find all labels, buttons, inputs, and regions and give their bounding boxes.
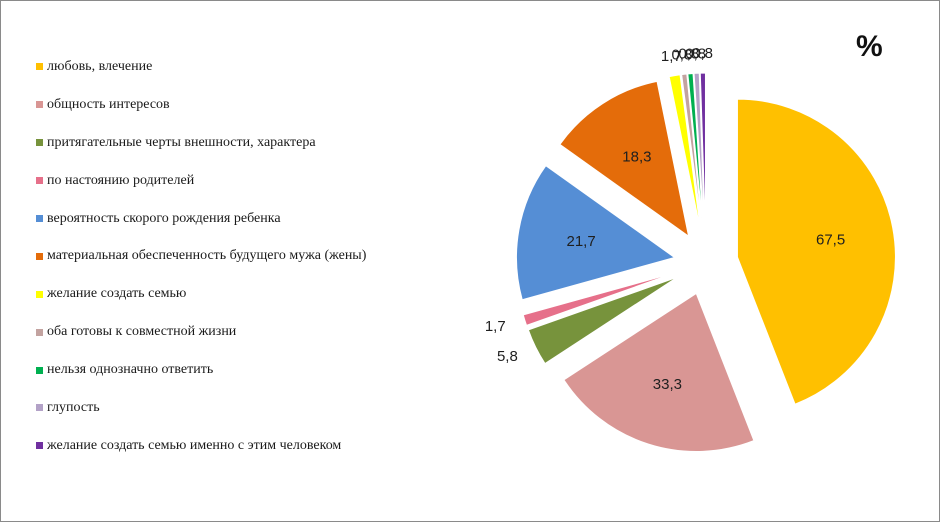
- legend-swatch: [36, 328, 43, 336]
- legend-swatch: [36, 290, 43, 298]
- data-label: 5,8: [497, 348, 518, 365]
- legend-swatch: [36, 215, 43, 222]
- legend-item: оба готовы к совместной жизни: [36, 313, 366, 351]
- data-label: 21,7: [566, 233, 595, 250]
- legend-swatch: [36, 139, 43, 147]
- legend-label: по настоянию родителей: [47, 172, 195, 188]
- pie-slice: [522, 272, 676, 327]
- legend-swatch: [36, 442, 43, 450]
- legend-item: желание создать семью именно с этим чело…: [36, 427, 366, 465]
- data-label: 33,3: [653, 376, 682, 393]
- pie-slice: [699, 72, 706, 232]
- pie-slice: [687, 72, 704, 232]
- legend-item: материальная обеспеченность будущего муж…: [36, 237, 366, 275]
- legend-swatch: [36, 252, 43, 260]
- data-label: 0,8: [671, 46, 692, 63]
- legend-item: по настоянию родителей: [36, 162, 366, 200]
- pie-slice: [559, 80, 690, 238]
- legend-swatch: [36, 63, 43, 71]
- data-label: 0,8: [685, 45, 706, 62]
- legend-label: вероятность скорого рождения ребенка: [47, 210, 281, 226]
- legend-label: материальная обеспеченность будущего муж…: [47, 248, 367, 264]
- legend-label: оба готовы к совместной жизни: [47, 324, 237, 340]
- legend-label: притягательные черты внешности, характер…: [47, 134, 316, 150]
- legend-swatch: [36, 101, 43, 109]
- pie-slice: [516, 165, 676, 301]
- data-label: 18,3: [622, 149, 651, 166]
- data-label: 1,7: [485, 318, 506, 335]
- legend-item: нельзя однозначно ответить: [36, 351, 366, 389]
- legend-label: глупость: [47, 399, 100, 415]
- legend-label: желание создать семью: [47, 286, 187, 302]
- legend-item: желание создать семью: [36, 275, 366, 313]
- data-label: 0,8: [692, 45, 713, 62]
- legend-item: общность интересов: [36, 86, 366, 124]
- pie-slice: [563, 292, 755, 452]
- chart-title: %: [856, 30, 883, 63]
- data-label: 0,8: [678, 46, 699, 63]
- legend-label: желание создать семью именно с этим чело…: [47, 437, 342, 453]
- chart-legend: любовь, влечение общность интересов притяг…: [36, 48, 366, 465]
- legend-label: нельзя однозначно ответить: [47, 362, 214, 378]
- legend-item: глупость: [36, 389, 366, 427]
- legend-label: любовь, влечение: [47, 58, 153, 74]
- data-label: 1,7: [661, 48, 682, 65]
- legend-item: притягательные черты внешности, характер…: [36, 124, 366, 162]
- pie-slice: [668, 74, 702, 232]
- legend-item: любовь, влечение: [36, 48, 366, 86]
- pie-slice: [681, 73, 703, 232]
- data-label: 67,5: [816, 232, 845, 249]
- legend-swatch: [36, 366, 43, 374]
- pie-slice: [693, 72, 705, 232]
- legend-item: вероятность скорого рождения ребенка: [36, 200, 366, 238]
- pie-slice: [736, 98, 896, 405]
- legend-label: общность интересов: [47, 96, 170, 112]
- legend-swatch: [36, 404, 43, 412]
- legend-swatch: [36, 177, 43, 185]
- pie-slice: [527, 276, 678, 365]
